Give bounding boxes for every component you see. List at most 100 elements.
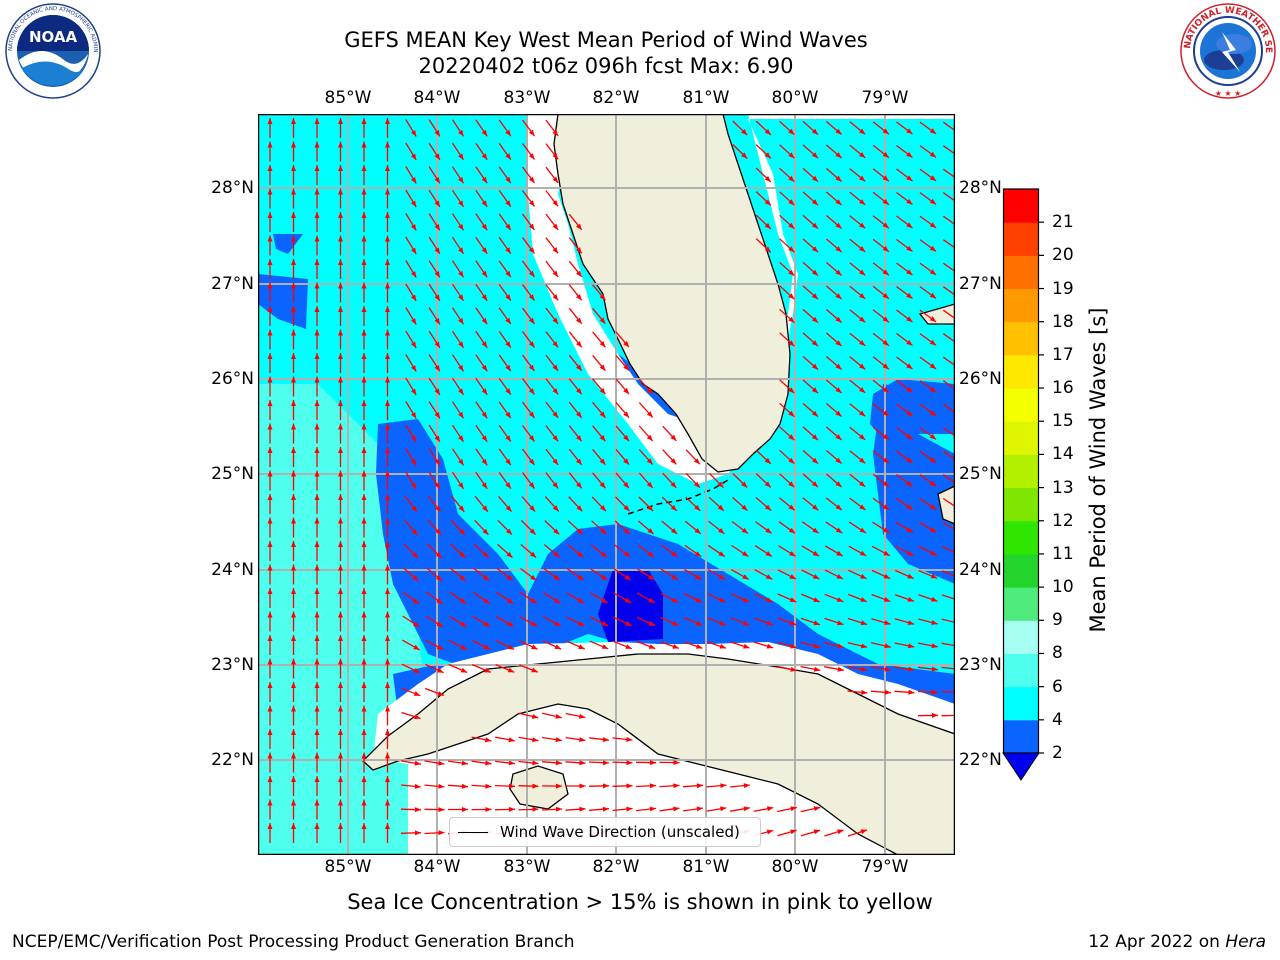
wind-wave-arrow-head bbox=[576, 505, 583, 512]
colorbar-band bbox=[1003, 454, 1039, 489]
wind-wave-arrow-head bbox=[267, 611, 273, 618]
wind-wave-arrow-head bbox=[314, 259, 320, 265]
wind-wave-arrow-head bbox=[338, 165, 343, 171]
colorbar-tick-label: 6 bbox=[1052, 676, 1063, 697]
wind-wave-arrow-head bbox=[338, 306, 343, 312]
wind-wave-arrow-head bbox=[859, 199, 866, 205]
wind-wave-arrow-head bbox=[338, 235, 343, 242]
lon-label-top: 81°W bbox=[682, 88, 730, 108]
wind-wave-arrow-head bbox=[647, 551, 654, 557]
wind-wave-arrow-head bbox=[291, 658, 296, 665]
lat-label-right: 22°N bbox=[959, 750, 1002, 770]
wind-wave-arrow-head bbox=[625, 621, 632, 626]
wind-wave-arrow-head bbox=[836, 550, 843, 556]
wave-period-map bbox=[258, 114, 955, 855]
wind-wave-arrow-head bbox=[361, 118, 367, 124]
wind-wave-arrow-head bbox=[434, 459, 440, 466]
wind-wave-arrow-head bbox=[267, 400, 273, 406]
wind-wave-arrow-head bbox=[338, 353, 343, 359]
wind-wave-arrow-head bbox=[458, 528, 465, 535]
wind-wave-arrow-head bbox=[528, 153, 535, 160]
wind-wave-arrow-head bbox=[411, 505, 417, 512]
wind-wave-arrow-shaft bbox=[942, 168, 955, 179]
colorbar-band bbox=[1003, 288, 1039, 323]
wind-wave-arrow-head bbox=[811, 410, 818, 417]
wind-wave-arrow-head bbox=[906, 504, 913, 510]
wind-wave-arrow-head bbox=[385, 353, 390, 359]
wind-wave-arrow-head bbox=[790, 666, 797, 672]
wind-wave-arrow-head bbox=[267, 705, 273, 712]
wind-wave-arrow-head bbox=[361, 423, 367, 430]
bahamas-land bbox=[937, 485, 955, 525]
wind-wave-arrow-head bbox=[458, 482, 464, 489]
wind-wave-arrow-head bbox=[385, 447, 390, 453]
lon-label-top: 80°W bbox=[771, 88, 819, 108]
wind-wave-arrow-head bbox=[361, 400, 367, 406]
wind-wave-arrow-head bbox=[813, 643, 821, 649]
wind-wave-arrow-head bbox=[411, 435, 417, 442]
wind-wave-arrow-head bbox=[811, 293, 818, 300]
wind-wave-arrow-head bbox=[552, 388, 559, 395]
wind-wave-arrow-head bbox=[811, 457, 818, 464]
wind-wave-arrow-head bbox=[906, 269, 913, 275]
wind-wave-arrow-head bbox=[385, 729, 390, 735]
wind-wave-arrow-head bbox=[646, 387, 653, 394]
wind-wave-arrow-head bbox=[411, 153, 417, 160]
wind-wave-arrow-head bbox=[811, 152, 818, 159]
wind-wave-arrow-head bbox=[764, 457, 771, 464]
wind-wave-arrow-head bbox=[291, 423, 296, 430]
wind-wave-arrow-head bbox=[505, 247, 511, 254]
wind-wave-arrow-head bbox=[338, 447, 343, 453]
chart-subtitle: 20220402 t06z 096h fcst Max: 6.90 bbox=[418, 54, 794, 78]
wind-wave-arrow-head bbox=[458, 388, 464, 395]
wind-wave-arrow-head bbox=[291, 470, 296, 477]
wind-wave-arrow-head bbox=[267, 141, 273, 148]
wind-wave-arrow-head bbox=[314, 376, 320, 383]
wind-wave-arrow-head bbox=[484, 737, 492, 743]
wind-wave-arrow-head bbox=[930, 550, 937, 556]
wind-wave-arrow-head bbox=[623, 505, 630, 512]
wind-wave-arrow-head bbox=[385, 705, 390, 712]
wind-wave-arrow-head bbox=[434, 130, 440, 137]
wind-wave-arrow-shaft bbox=[942, 427, 955, 437]
wind-wave-arrow-head bbox=[458, 223, 464, 231]
wind-wave-arrow-head bbox=[338, 494, 343, 500]
wind-wave-arrow-head bbox=[741, 129, 748, 135]
wind-wave-arrow-head bbox=[600, 551, 607, 558]
wind-wave-arrow-head bbox=[552, 247, 559, 254]
wind-wave-arrow-head bbox=[884, 643, 891, 649]
wind-wave-arrow-head bbox=[929, 245, 937, 252]
wind-wave-arrow-head bbox=[267, 212, 273, 218]
wind-wave-arrow-head bbox=[929, 292, 937, 299]
wind-wave-arrow-head bbox=[530, 598, 537, 604]
wind-wave-arrow-shaft bbox=[942, 356, 955, 367]
wind-wave-arrow-head bbox=[552, 129, 559, 136]
wind-wave-arrow-head bbox=[267, 494, 273, 500]
wind-wave-arrow-head bbox=[788, 410, 795, 417]
wind-wave-arrow-head bbox=[906, 527, 914, 533]
wind-wave-arrow-head bbox=[764, 481, 771, 488]
wind-wave-arrow-head bbox=[361, 447, 367, 453]
wind-wave-arrow-head bbox=[291, 235, 296, 242]
wind-wave-arrow-head bbox=[361, 682, 367, 688]
wind-wave-arrow-head bbox=[603, 783, 609, 789]
wind-wave-arrow-head bbox=[458, 270, 464, 278]
colorbar-tick-label: 17 bbox=[1052, 344, 1074, 365]
wind-wave-arrow-head bbox=[528, 341, 535, 348]
wind-wave-arrow-head bbox=[552, 176, 559, 183]
wind-wave-arrow-head bbox=[314, 188, 320, 195]
wind-wave-arrow-head bbox=[790, 829, 797, 835]
colorbar-tick-label: 18 bbox=[1052, 311, 1074, 332]
wind-wave-arrow-head bbox=[788, 269, 795, 276]
wind-wave-arrow-head bbox=[766, 643, 774, 649]
wind-wave-arrow-shaft bbox=[942, 403, 955, 414]
wind-wave-arrow-head bbox=[859, 269, 866, 276]
wind-wave-arrow-head bbox=[673, 806, 680, 812]
wind-wave-arrow-head bbox=[742, 620, 750, 626]
wind-wave-arrow-head bbox=[434, 153, 440, 160]
wind-wave-arrow-head bbox=[835, 410, 842, 417]
wind-wave-arrow-head bbox=[720, 806, 727, 812]
wind-wave-arrow-head bbox=[338, 658, 343, 665]
wind-wave-arrow-head bbox=[929, 457, 937, 463]
wind-wave-arrow-head bbox=[789, 620, 797, 626]
